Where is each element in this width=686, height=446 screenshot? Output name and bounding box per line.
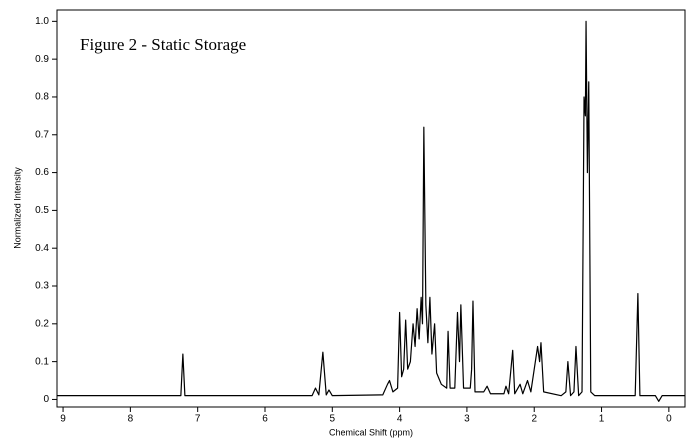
y-tick-label: 0.3	[35, 281, 49, 292]
y-tick-label: 0.7	[35, 129, 49, 140]
x-tick-label: 0	[666, 414, 672, 425]
x-tick-label: 2	[531, 414, 537, 425]
y-tick-label: 0.6	[35, 167, 49, 178]
y-tick-label: 0.5	[35, 205, 49, 216]
y-tick-label: 0.9	[35, 54, 49, 65]
x-tick-label: 7	[195, 414, 201, 425]
annotation: Figure 2 - Static Storage	[80, 35, 246, 54]
y-tick-label: 0.4	[35, 243, 49, 254]
y-tick-label: 0.2	[35, 318, 49, 329]
y-tick-label: 0.8	[35, 92, 49, 103]
x-tick-label: 3	[464, 414, 470, 425]
y-tick-label: 0	[43, 394, 49, 405]
x-tick-label: 9	[60, 414, 66, 425]
y-tick-label: 1.0	[35, 16, 49, 27]
x-tick-label: 6	[262, 414, 268, 425]
x-tick-label: 4	[397, 414, 403, 425]
y-axis-label: Normalized Intensity	[12, 167, 22, 249]
x-axis-label: Chemical Shift (ppm)	[329, 427, 413, 437]
x-tick-label: 8	[128, 414, 134, 425]
x-tick-label: 5	[330, 414, 336, 425]
y-tick-label: 0.1	[35, 356, 49, 367]
spectrum-line	[57, 20, 685, 402]
x-tick-label: 1	[599, 414, 605, 425]
plot-frame	[56, 9, 686, 408]
